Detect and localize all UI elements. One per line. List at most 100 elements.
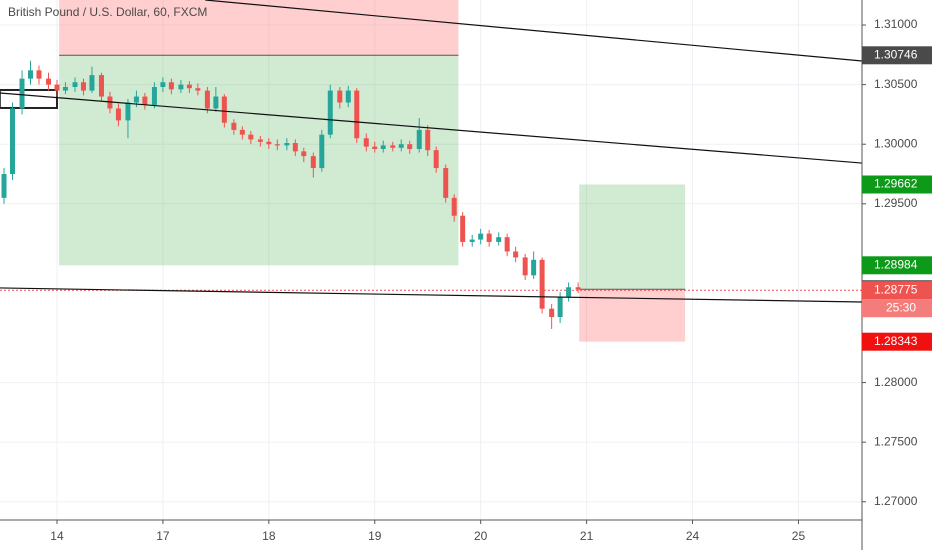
target-zone — [59, 55, 459, 266]
countdown-box — [862, 299, 932, 318]
candle-body — [231, 122, 237, 130]
candle-body — [89, 75, 95, 91]
candle-body — [557, 296, 563, 318]
x-tick-label: 20 — [474, 529, 488, 543]
candle-body — [98, 75, 104, 97]
x-tick-label: 19 — [368, 529, 382, 543]
candle-body — [549, 308, 555, 318]
candle-body — [354, 90, 360, 139]
target-zone — [579, 184, 686, 290]
candle-body — [372, 146, 378, 149]
candle-body — [221, 96, 227, 123]
candle-body — [478, 233, 484, 240]
candle-body — [28, 70, 34, 79]
price-label: 1.28775 — [874, 282, 918, 296]
price-label: 1.30746 — [874, 47, 918, 61]
candle-body — [115, 108, 121, 121]
candle-body — [301, 151, 307, 157]
candle-body — [390, 145, 396, 148]
candle-body — [213, 96, 219, 109]
candle-body — [72, 82, 78, 88]
candle-body — [496, 237, 502, 242]
candle-body — [80, 82, 86, 91]
candle-body — [345, 90, 351, 103]
candle-body — [575, 287, 581, 290]
candle-body — [327, 90, 333, 135]
candle-body — [142, 96, 148, 105]
price-label-box — [862, 256, 932, 275]
chart-title: British Pound / U.S. Dollar, 60, FXCM — [8, 5, 207, 19]
price-label: 1.28984 — [874, 257, 918, 271]
candle-body — [433, 150, 439, 169]
y-tick-label: 1.27000 — [874, 494, 918, 508]
candle-body — [380, 145, 386, 149]
candle-body — [186, 84, 192, 89]
candle-body — [319, 134, 325, 169]
trend-line — [0, 287, 863, 303]
price-label: 1.28343 — [874, 334, 918, 348]
countdown: 25:30 — [886, 300, 916, 314]
candle-body — [425, 129, 431, 151]
candle-body — [133, 96, 139, 103]
candle-body — [566, 287, 572, 297]
candle-body — [522, 257, 528, 276]
candle-body — [9, 108, 15, 175]
y-tick-label: 1.29500 — [874, 196, 918, 210]
candle-body — [195, 88, 201, 91]
x-tick-label: 24 — [686, 529, 700, 543]
candle-body — [292, 143, 298, 152]
candle-body — [504, 237, 510, 252]
candle-body — [160, 82, 166, 88]
candle-body — [178, 84, 184, 90]
candle-body — [416, 129, 422, 149]
candle-body — [274, 144, 280, 146]
trend-line — [0, 92, 863, 164]
candle-body — [451, 197, 457, 216]
candle-body — [1, 174, 7, 198]
stop-zone — [59, 0, 459, 56]
price-label-box — [862, 175, 932, 194]
candle-body — [19, 78, 25, 109]
y-tick-label: 1.31000 — [874, 17, 918, 31]
price-label-box — [862, 332, 932, 351]
x-tick-label: 18 — [262, 529, 276, 543]
candle-body — [204, 90, 210, 109]
candle-body — [36, 70, 42, 79]
y-tick-label: 1.28000 — [874, 375, 918, 389]
price-label-box — [862, 46, 932, 65]
y-tick-label: 1.30000 — [874, 136, 918, 150]
candle-body — [248, 134, 254, 140]
candle-body — [310, 156, 316, 169]
candle-body — [486, 233, 492, 242]
price-label: 1.29662 — [874, 177, 918, 191]
y-tick-label: 1.27500 — [874, 434, 918, 448]
x-tick-label: 21 — [580, 529, 594, 543]
candle-body — [168, 82, 174, 90]
candle-body — [54, 84, 60, 91]
candle-body — [151, 87, 157, 105]
candle-body — [460, 215, 466, 242]
candle-body — [513, 251, 519, 258]
x-tick-label: 14 — [50, 529, 64, 543]
x-tick-label: 17 — [156, 529, 170, 543]
candle-body — [398, 144, 404, 148]
candle-body — [266, 141, 272, 145]
candle-body — [62, 87, 68, 91]
candle-body — [337, 90, 343, 103]
candle-body — [443, 168, 449, 198]
bracket-drawing — [0, 88, 58, 109]
candle-body — [125, 102, 131, 121]
candle-body — [363, 138, 369, 147]
candle-body — [284, 143, 290, 146]
candle-body — [531, 259, 537, 276]
candle-body — [239, 129, 245, 135]
price-label-box — [862, 281, 932, 300]
candle-body — [469, 239, 475, 242]
candle-body — [46, 78, 52, 85]
trend-line — [205, 0, 863, 62]
candle-body — [257, 139, 263, 142]
candle-body — [539, 259, 545, 309]
y-tick-label: 1.30500 — [874, 77, 918, 91]
x-tick-label: 25 — [792, 529, 806, 543]
